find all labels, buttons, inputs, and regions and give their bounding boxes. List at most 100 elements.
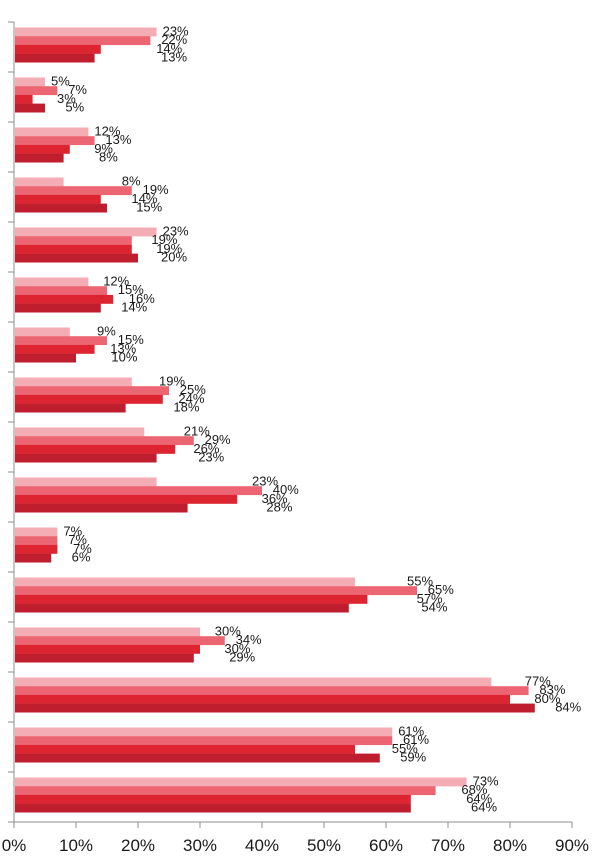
x-tick-label: 70%: [431, 836, 465, 855]
bar: [15, 144, 70, 154]
data-label: 23%: [252, 473, 278, 488]
bar: [15, 227, 157, 237]
data-label: 14%: [131, 191, 157, 206]
bar: [15, 36, 151, 46]
data-label: 14%: [156, 41, 182, 56]
x-tick-label: 50%: [307, 836, 341, 855]
bar: [15, 194, 101, 204]
data-label: 5%: [51, 73, 70, 88]
bar: [15, 253, 138, 263]
bar: [15, 127, 89, 137]
data-label: 30%: [224, 641, 250, 656]
bar: [15, 527, 58, 537]
bar: [15, 536, 58, 546]
bar: [15, 186, 132, 196]
data-label: 19%: [151, 232, 177, 247]
data-label: 21%: [184, 423, 210, 438]
bar: [15, 553, 52, 563]
data-label: 10%: [111, 350, 137, 365]
data-label: 7%: [68, 82, 87, 97]
bar: [15, 477, 157, 487]
data-label: 18%: [173, 400, 199, 415]
x-tick-label: 20%: [121, 836, 155, 855]
data-label: 22%: [161, 32, 187, 47]
x-tick-label: 80%: [493, 836, 527, 855]
data-label: 6%: [72, 550, 91, 565]
data-label: 5%: [65, 100, 84, 115]
bar: [15, 444, 176, 454]
bar: [15, 386, 169, 396]
bar: [15, 586, 417, 596]
bar: [15, 153, 64, 163]
data-label: 34%: [236, 632, 262, 647]
bar: [15, 603, 349, 613]
bar: [15, 577, 355, 587]
bar: [15, 286, 107, 296]
bar: [15, 453, 157, 463]
bar: [15, 427, 145, 437]
data-label: 61%: [403, 732, 429, 747]
bar: [15, 744, 355, 754]
bar: [15, 777, 467, 787]
bar: [15, 494, 238, 504]
data-label: 30%: [215, 623, 241, 638]
data-label: 68%: [461, 782, 487, 797]
data-label: 28%: [266, 500, 292, 515]
data-label: 19%: [156, 241, 182, 256]
data-label: 40%: [273, 482, 299, 497]
bar: [15, 103, 45, 113]
data-label: 54%: [421, 600, 447, 615]
data-label: 29%: [229, 650, 255, 665]
bar: [15, 544, 58, 554]
data-label: 24%: [178, 391, 204, 406]
data-label: 7%: [68, 532, 87, 547]
x-tick-label: 60%: [369, 836, 403, 855]
data-label: 9%: [97, 323, 116, 338]
data-label: 77%: [525, 673, 551, 688]
bar: [15, 77, 45, 87]
bar: [15, 794, 411, 804]
bar: [15, 703, 535, 713]
bar: [15, 327, 70, 337]
data-label: 13%: [110, 341, 136, 356]
data-label: 61%: [398, 723, 424, 738]
x-axis-ticks: [8, 21, 573, 828]
x-tick-label: 0%: [2, 836, 27, 855]
bar: [15, 86, 58, 96]
data-label: 23%: [163, 23, 189, 38]
bar: [15, 394, 163, 404]
data-label: 16%: [129, 291, 155, 306]
data-label: 13%: [105, 132, 131, 147]
bar: [15, 653, 194, 663]
bar: [15, 786, 436, 796]
x-tick-label: 40%: [245, 836, 279, 855]
x-axis-tick-labels: 0% 10% 20% 30% 40% 50% 60% 70% 80% 90%: [2, 836, 589, 855]
bar: [15, 294, 114, 304]
bar: [15, 353, 76, 363]
bar: [15, 736, 393, 746]
data-label: 55%: [392, 741, 418, 756]
data-label: 19%: [143, 182, 169, 197]
data-label: 14%: [121, 300, 147, 315]
data-label: 7%: [73, 541, 92, 556]
bar: [15, 236, 132, 246]
bar-groups: [15, 27, 535, 813]
bar: [15, 503, 188, 513]
bar: [15, 303, 101, 313]
data-label: 65%: [428, 582, 454, 597]
x-tick-label: 30%: [183, 836, 217, 855]
data-label: 84%: [555, 700, 581, 715]
x-tick-label: 10%: [59, 836, 93, 855]
data-label: 55%: [407, 573, 433, 588]
bar: [15, 344, 95, 354]
data-label: 7%: [63, 523, 82, 538]
data-label: 12%: [94, 123, 120, 138]
bar: [15, 177, 64, 187]
data-label: 13%: [161, 50, 187, 65]
bar: [15, 694, 510, 704]
bar: [15, 594, 368, 604]
data-label: 15%: [118, 282, 144, 297]
data-label: 20%: [161, 250, 187, 265]
data-label: 73%: [473, 773, 499, 788]
